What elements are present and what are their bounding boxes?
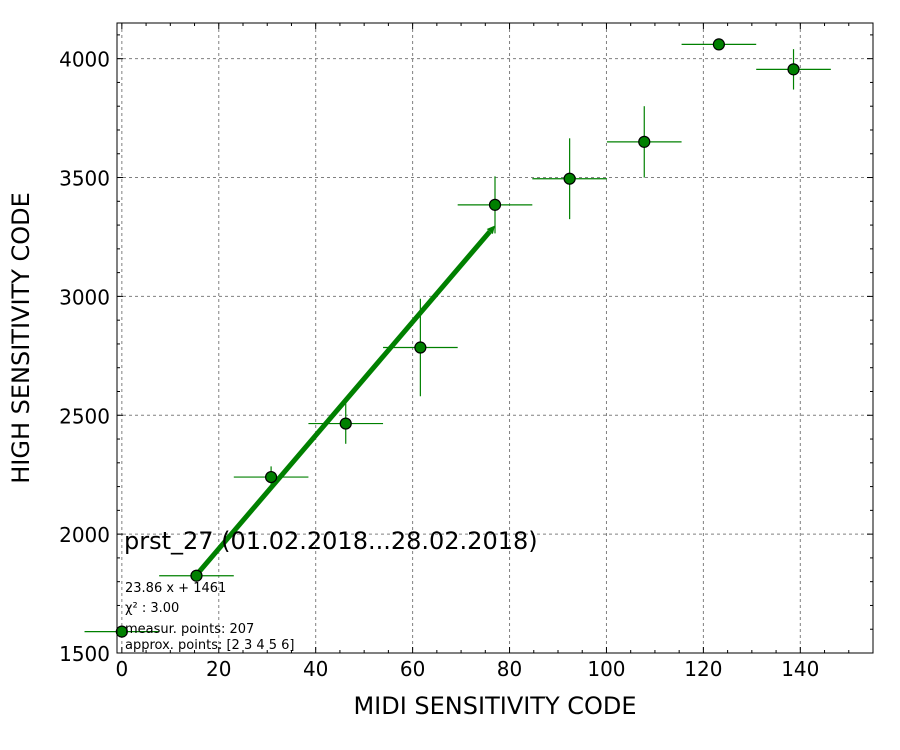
data-point <box>190 569 203 582</box>
measur-points-label: measur. points: 207 <box>125 622 254 637</box>
y-tick-label: 3000 <box>59 285 110 309</box>
plot-frame <box>116 22 874 654</box>
x-tick-label: 100 <box>587 657 625 681</box>
data-point <box>638 135 651 148</box>
fit-line <box>194 229 492 577</box>
x-tick-label: 140 <box>781 657 819 681</box>
data-points <box>115 38 800 638</box>
x-tick-label: 120 <box>684 657 722 681</box>
fit-equation: 23.86 x + 1461 <box>125 581 226 596</box>
fit-line-arrowhead <box>486 225 495 235</box>
y-tick-label: 4000 <box>59 48 110 72</box>
y-tick-label: 1500 <box>59 642 110 666</box>
y-tick-label: 3500 <box>59 167 110 191</box>
y-axis-label: HIGH SENSITIVITY CODE <box>7 192 35 484</box>
chi2-label: χ² : 3.00 <box>125 601 179 616</box>
data-point <box>488 198 502 211</box>
x-tick-label: 40 <box>303 657 328 681</box>
data-point <box>115 625 128 638</box>
data-point <box>563 172 576 185</box>
data-point <box>265 470 278 484</box>
y-tick-label: 2500 <box>59 404 110 428</box>
approx-points-label: approx. points: [2 3 4 5 6] <box>125 638 295 653</box>
grid <box>117 23 873 653</box>
y-tick-label: 2000 <box>59 523 110 547</box>
chart-title: prst_27 (01.02.2018...28.02.2018) <box>124 527 538 555</box>
x-tick-label: 60 <box>400 657 425 681</box>
x-tick-label: 0 <box>115 657 128 681</box>
fit-line-layer <box>194 225 495 577</box>
x-tick-label: 20 <box>206 657 231 681</box>
x-axis-label: MIDI SENSITIVITY CODE <box>353 692 636 720</box>
data-point <box>339 417 352 430</box>
data-point <box>414 341 427 354</box>
data-point <box>787 63 800 76</box>
x-tick-label: 80 <box>497 657 522 681</box>
data-point <box>712 38 725 51</box>
